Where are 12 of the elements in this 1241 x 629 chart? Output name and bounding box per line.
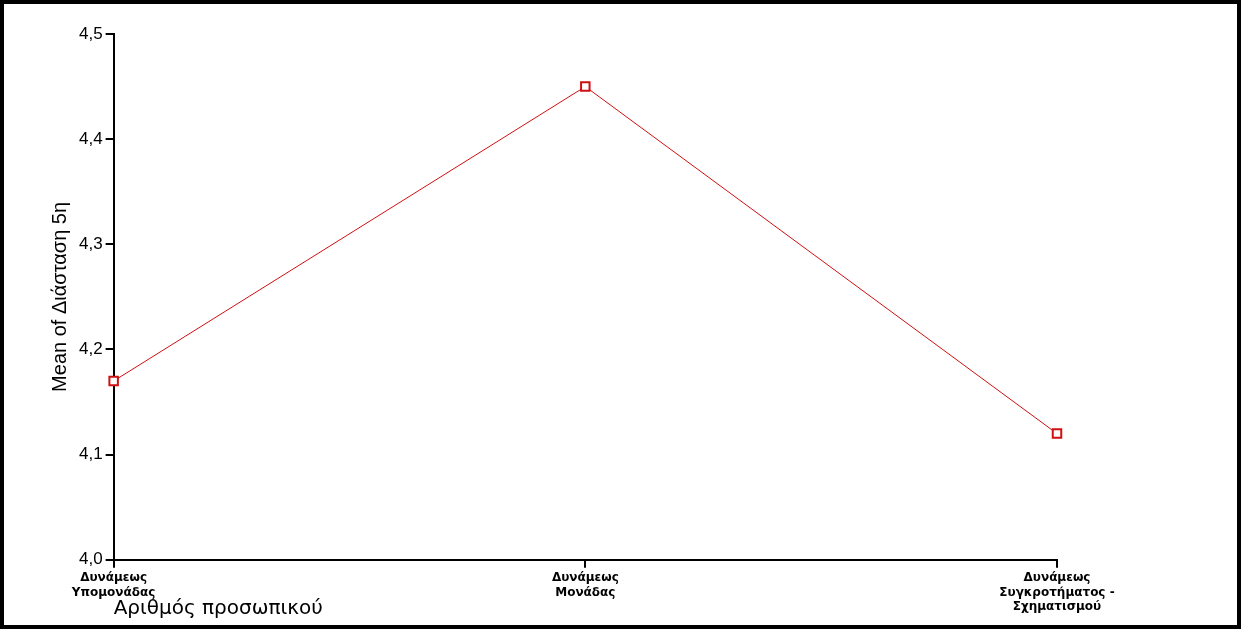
y-tick-label: 4,5 [78, 23, 103, 43]
point [580, 81, 591, 92]
y-tick-label: 4,2 [78, 339, 103, 359]
x-tick-label: Δυνάμεως Συγκροτήματος - Σχηματισμού [999, 570, 1115, 613]
y-tick-label: 4,1 [78, 444, 103, 464]
point [1051, 428, 1063, 439]
point [108, 375, 119, 387]
y-tick-label: 4,3 [78, 234, 103, 254]
x-tick-label: Δυνάμεως Μονάδας [551, 570, 619, 599]
y-tick-label: 4,4 [78, 128, 103, 148]
y-axis-title: Mean of Διάσταση 5η [47, 201, 70, 392]
y-tick-label: 4,0 [78, 549, 103, 569]
